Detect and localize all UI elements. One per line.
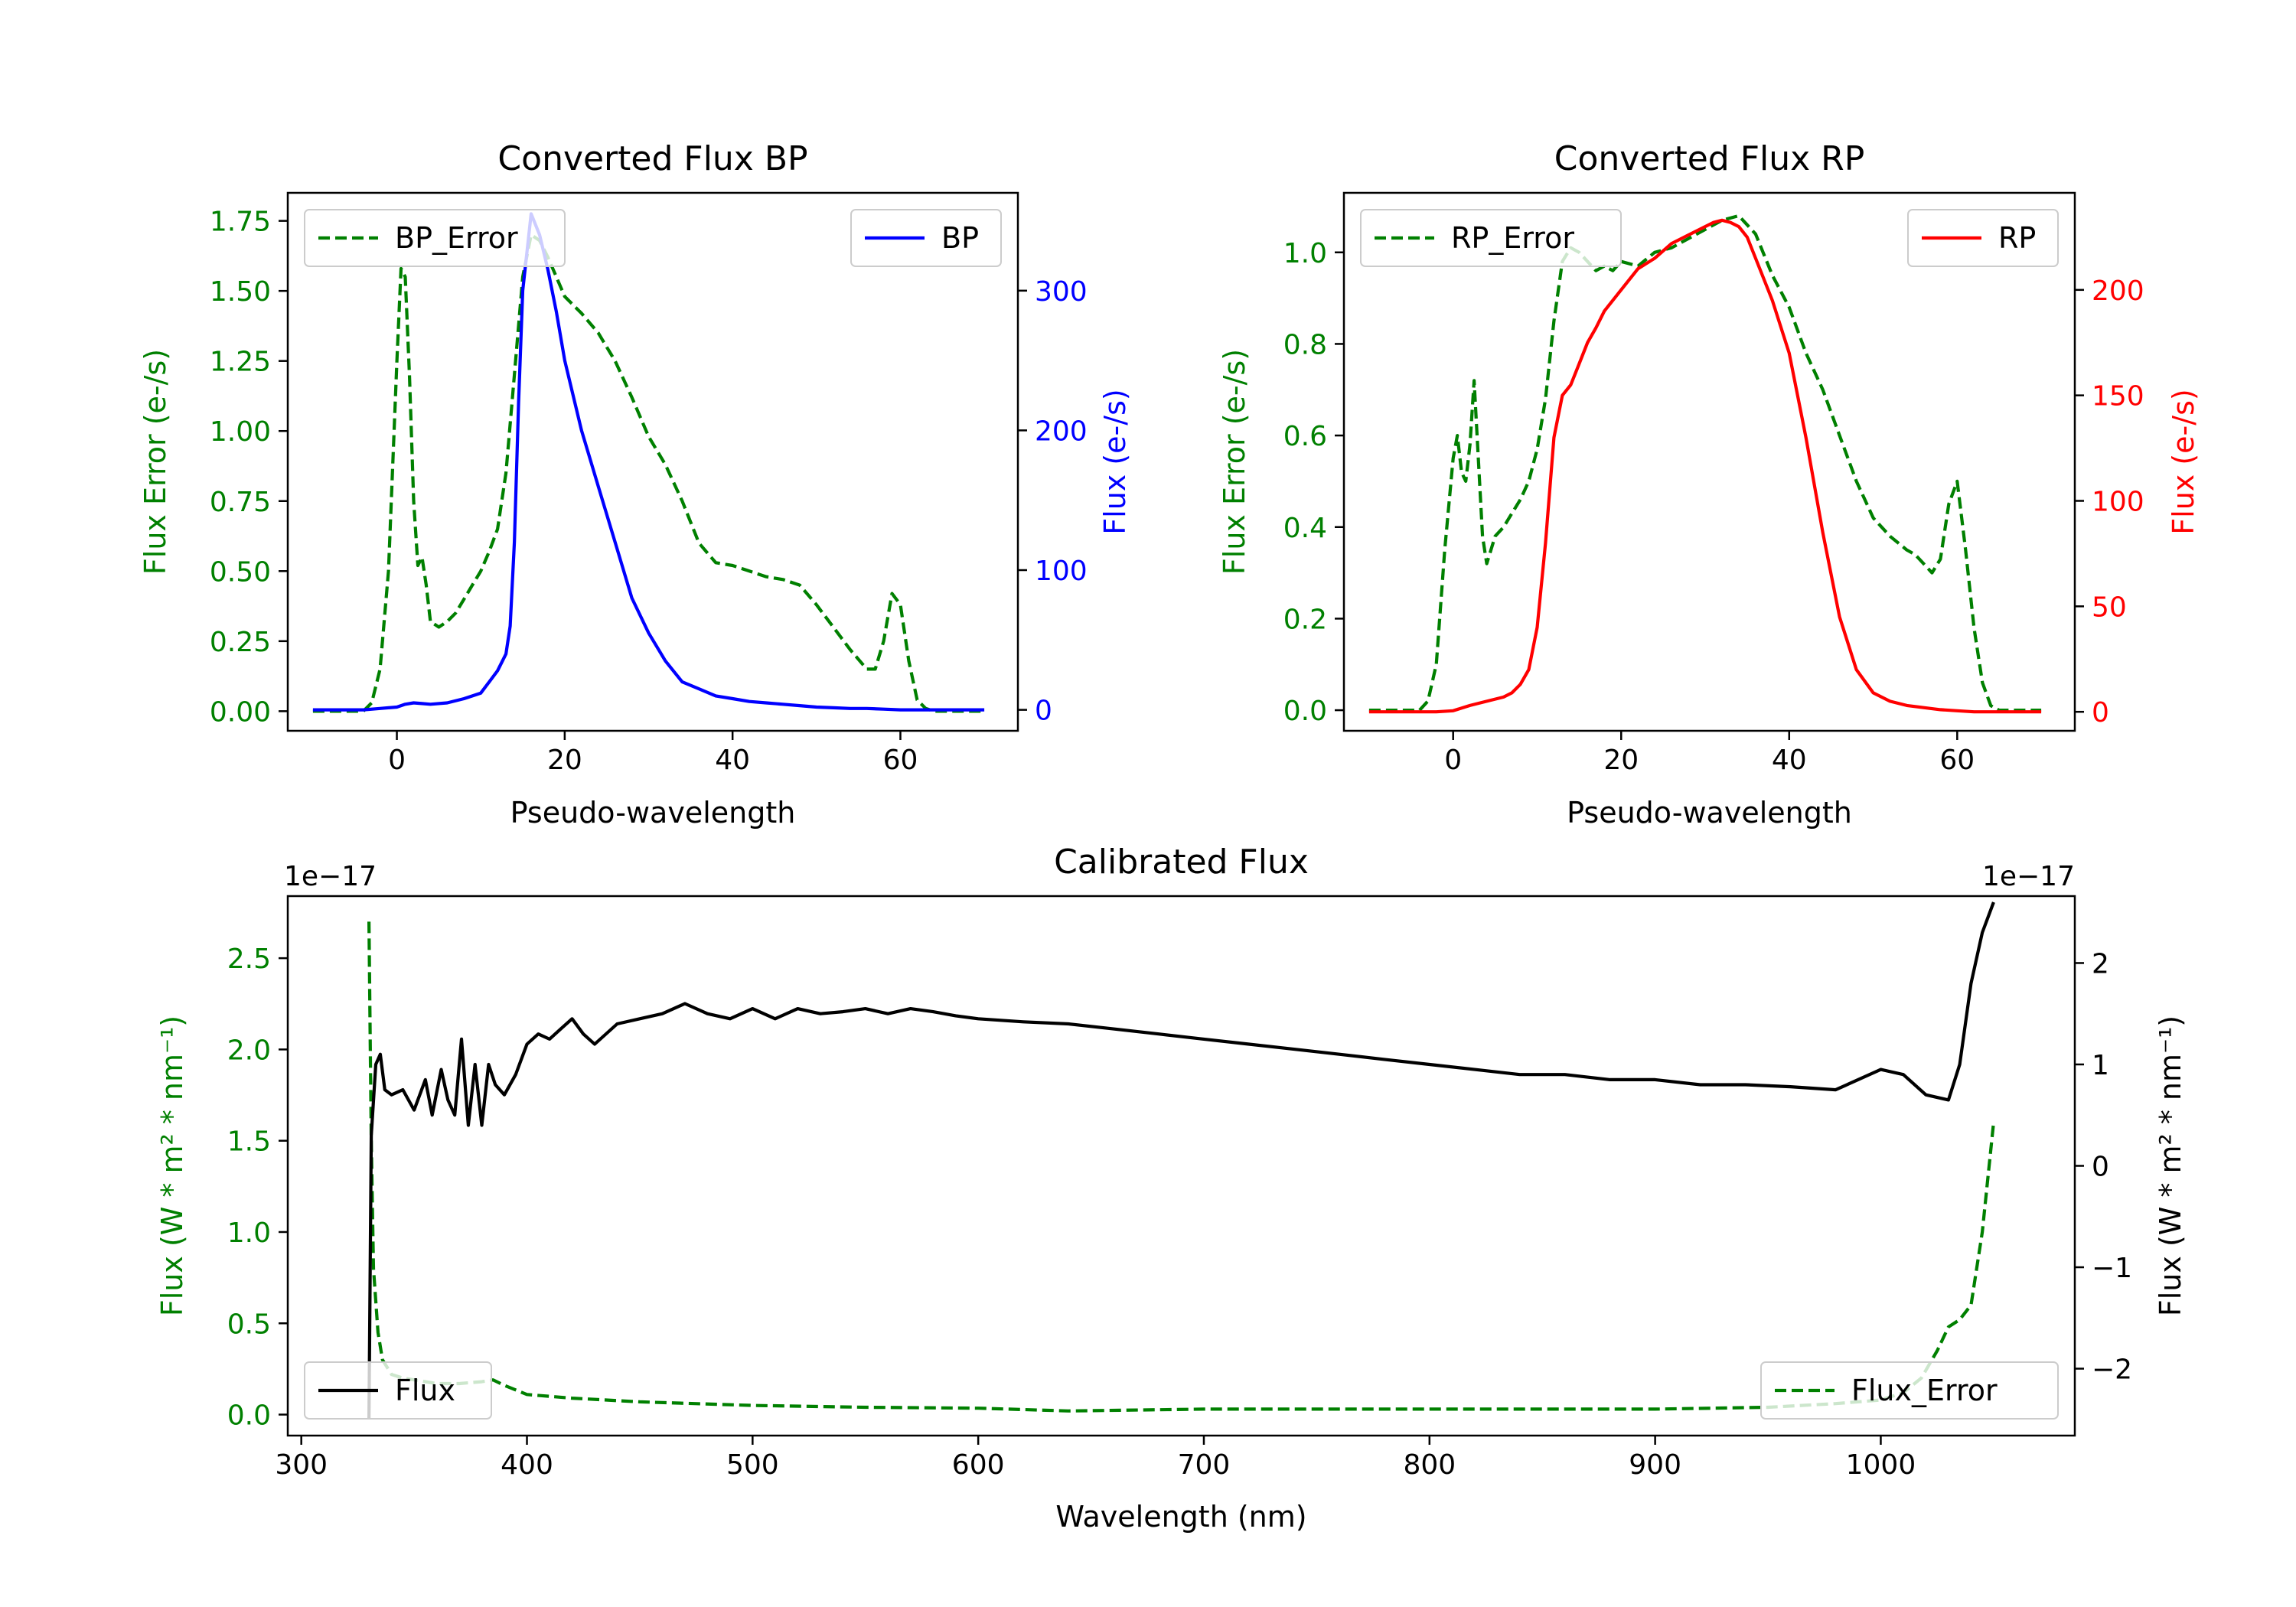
right-tick-label: 150 [2092, 381, 2144, 412]
series-group [312, 212, 985, 713]
right-tick-label: 100 [2092, 487, 2144, 518]
x-axis-label: Pseudo-wavelength [1567, 796, 1852, 830]
left-tick-label: 0.00 [210, 696, 271, 728]
legend-bp: BP [850, 209, 1002, 267]
right-axis-label: Flux (W * m² * nm⁻¹) [2154, 1015, 2187, 1316]
legend-bp-error: BP_Error [304, 209, 566, 267]
x-tick-label: 800 [1403, 1449, 1456, 1481]
x-tick-label: 700 [1178, 1449, 1231, 1481]
legend-box [304, 1361, 492, 1420]
left-tick-label: 1.0 [227, 1217, 271, 1249]
legend-box [304, 209, 566, 267]
legend-label: Flux_Error [1851, 1374, 1998, 1407]
legend-flux-error: Flux_Error [1760, 1361, 2059, 1420]
x-tick-label: 40 [1772, 745, 1807, 776]
x-tick-label: 900 [1629, 1449, 1681, 1481]
left-tick-label: 2.0 [227, 1035, 271, 1066]
left-tick-label: 0.8 [1283, 329, 1327, 360]
left-tick-label: 0.0 [227, 1400, 271, 1432]
legend-box [850, 209, 1002, 267]
legend-box [1760, 1361, 2059, 1420]
right-tick-label: 0 [2092, 1152, 2109, 1183]
legend-flux: Flux [304, 1361, 492, 1420]
left-tick-label: 0.2 [1283, 604, 1327, 635]
x-tick-label: 1000 [1846, 1449, 1916, 1481]
left-axis-label: Flux (W * m² * nm⁻¹) [155, 1015, 189, 1316]
chart-title: Calibrated Flux [1054, 843, 1309, 882]
x-tick-label: 0 [388, 745, 406, 776]
legend-label: RP [1998, 221, 2036, 255]
legend-label: BP_Error [395, 221, 518, 255]
x-axis-label: Pseudo-wavelength [510, 796, 796, 830]
legend-label: BP [941, 221, 979, 255]
x-tick-label: 60 [883, 745, 918, 776]
right-tick-label: 0 [2092, 697, 2109, 729]
x-tick-label: 40 [715, 745, 750, 776]
left-tick-label: 1.75 [210, 207, 271, 238]
right-tick-label: 1 [2092, 1050, 2109, 1081]
left-axis-label: Flux Error (e-/s) [139, 349, 172, 575]
left-tick-label: 1.25 [210, 347, 271, 378]
left-tick-label: 0.6 [1283, 421, 1327, 452]
right-tick-label: 300 [1035, 276, 1088, 308]
x-tick-label: 60 [1939, 745, 1975, 776]
left-tick-label: 0.50 [210, 556, 271, 588]
series-line-bp-error [312, 233, 985, 713]
right-tick-label: 2 [2092, 948, 2109, 980]
x-tick-label: 500 [726, 1449, 779, 1481]
right-tick-label: 50 [2092, 592, 2127, 623]
chart-title: Converted Flux RP [1554, 139, 1865, 178]
x-tick-label: 0 [1444, 745, 1462, 776]
x-tick-label: 300 [275, 1449, 328, 1481]
plot-frame [1342, 191, 2076, 732]
chart-cal: 300 400 500 600 700 800 900 1000 0.0 0.5 1.0 1.5 2.0… [155, 843, 2187, 1534]
series-line-flux [367, 901, 1995, 1420]
left-tick-label: 0.4 [1283, 513, 1327, 544]
left-tick-label: 0.25 [210, 627, 271, 658]
plot-frame [286, 191, 1019, 732]
right-axis-label: Flux (e-/s) [1098, 389, 1132, 534]
series-line-rp [1368, 218, 2042, 714]
left-tick-label: 1.50 [210, 276, 271, 308]
chart-bp: 0 20 40 60 0.00 0.25 0.50 0.75 1.00 1.25 1.50 1.75 0… [139, 139, 1132, 830]
left-tick-label: 0.5 [227, 1309, 271, 1340]
right-tick-label: 0 [1035, 696, 1052, 727]
series-line-rp-error [1368, 214, 2042, 712]
legend-box [1360, 209, 1622, 267]
right-offset-text: 1e−17 [1982, 861, 2075, 892]
x-tick-label: 20 [1603, 745, 1639, 776]
legend-box [1907, 209, 2059, 267]
right-axis-label: Flux (e-/s) [2167, 389, 2200, 534]
chart-rp: 0 20 40 60 0.0 0.2 0.4 0.6 0.8 1.0 0 50 100 150 200 Con… [1218, 139, 2200, 830]
x-tick-label: 20 [547, 745, 582, 776]
right-tick-label: 200 [1035, 416, 1088, 447]
series-group [1368, 214, 2042, 714]
left-tick-label: 1.00 [210, 416, 271, 448]
left-tick-label: 0.0 [1283, 696, 1327, 727]
legend-label: RP_Error [1451, 221, 1574, 255]
chart-title: Converted Flux BP [497, 139, 807, 178]
left-axis-label: Flux Error (e-/s) [1218, 349, 1251, 575]
x-tick-label: 400 [501, 1449, 553, 1481]
legend-rp-error: RP_Error [1360, 209, 1622, 267]
right-tick-label: 100 [1035, 556, 1088, 587]
series-line-bp [312, 212, 985, 712]
left-offset-text: 1e−17 [284, 861, 377, 892]
right-tick-label: 200 [2092, 275, 2144, 307]
right-tick-label: −1 [2092, 1253, 2132, 1284]
x-axis-label: Wavelength (nm) [1055, 1500, 1306, 1534]
legend-rp: RP [1907, 209, 2059, 267]
left-tick-label: 1.5 [227, 1126, 271, 1158]
left-tick-label: 2.5 [227, 944, 271, 975]
left-tick-label: 1.0 [1283, 238, 1327, 269]
left-tick-label: 0.75 [210, 487, 271, 518]
legend-label: Flux [395, 1374, 455, 1407]
x-tick-label: 600 [952, 1449, 1005, 1481]
right-tick-label: −2 [2092, 1354, 2132, 1386]
